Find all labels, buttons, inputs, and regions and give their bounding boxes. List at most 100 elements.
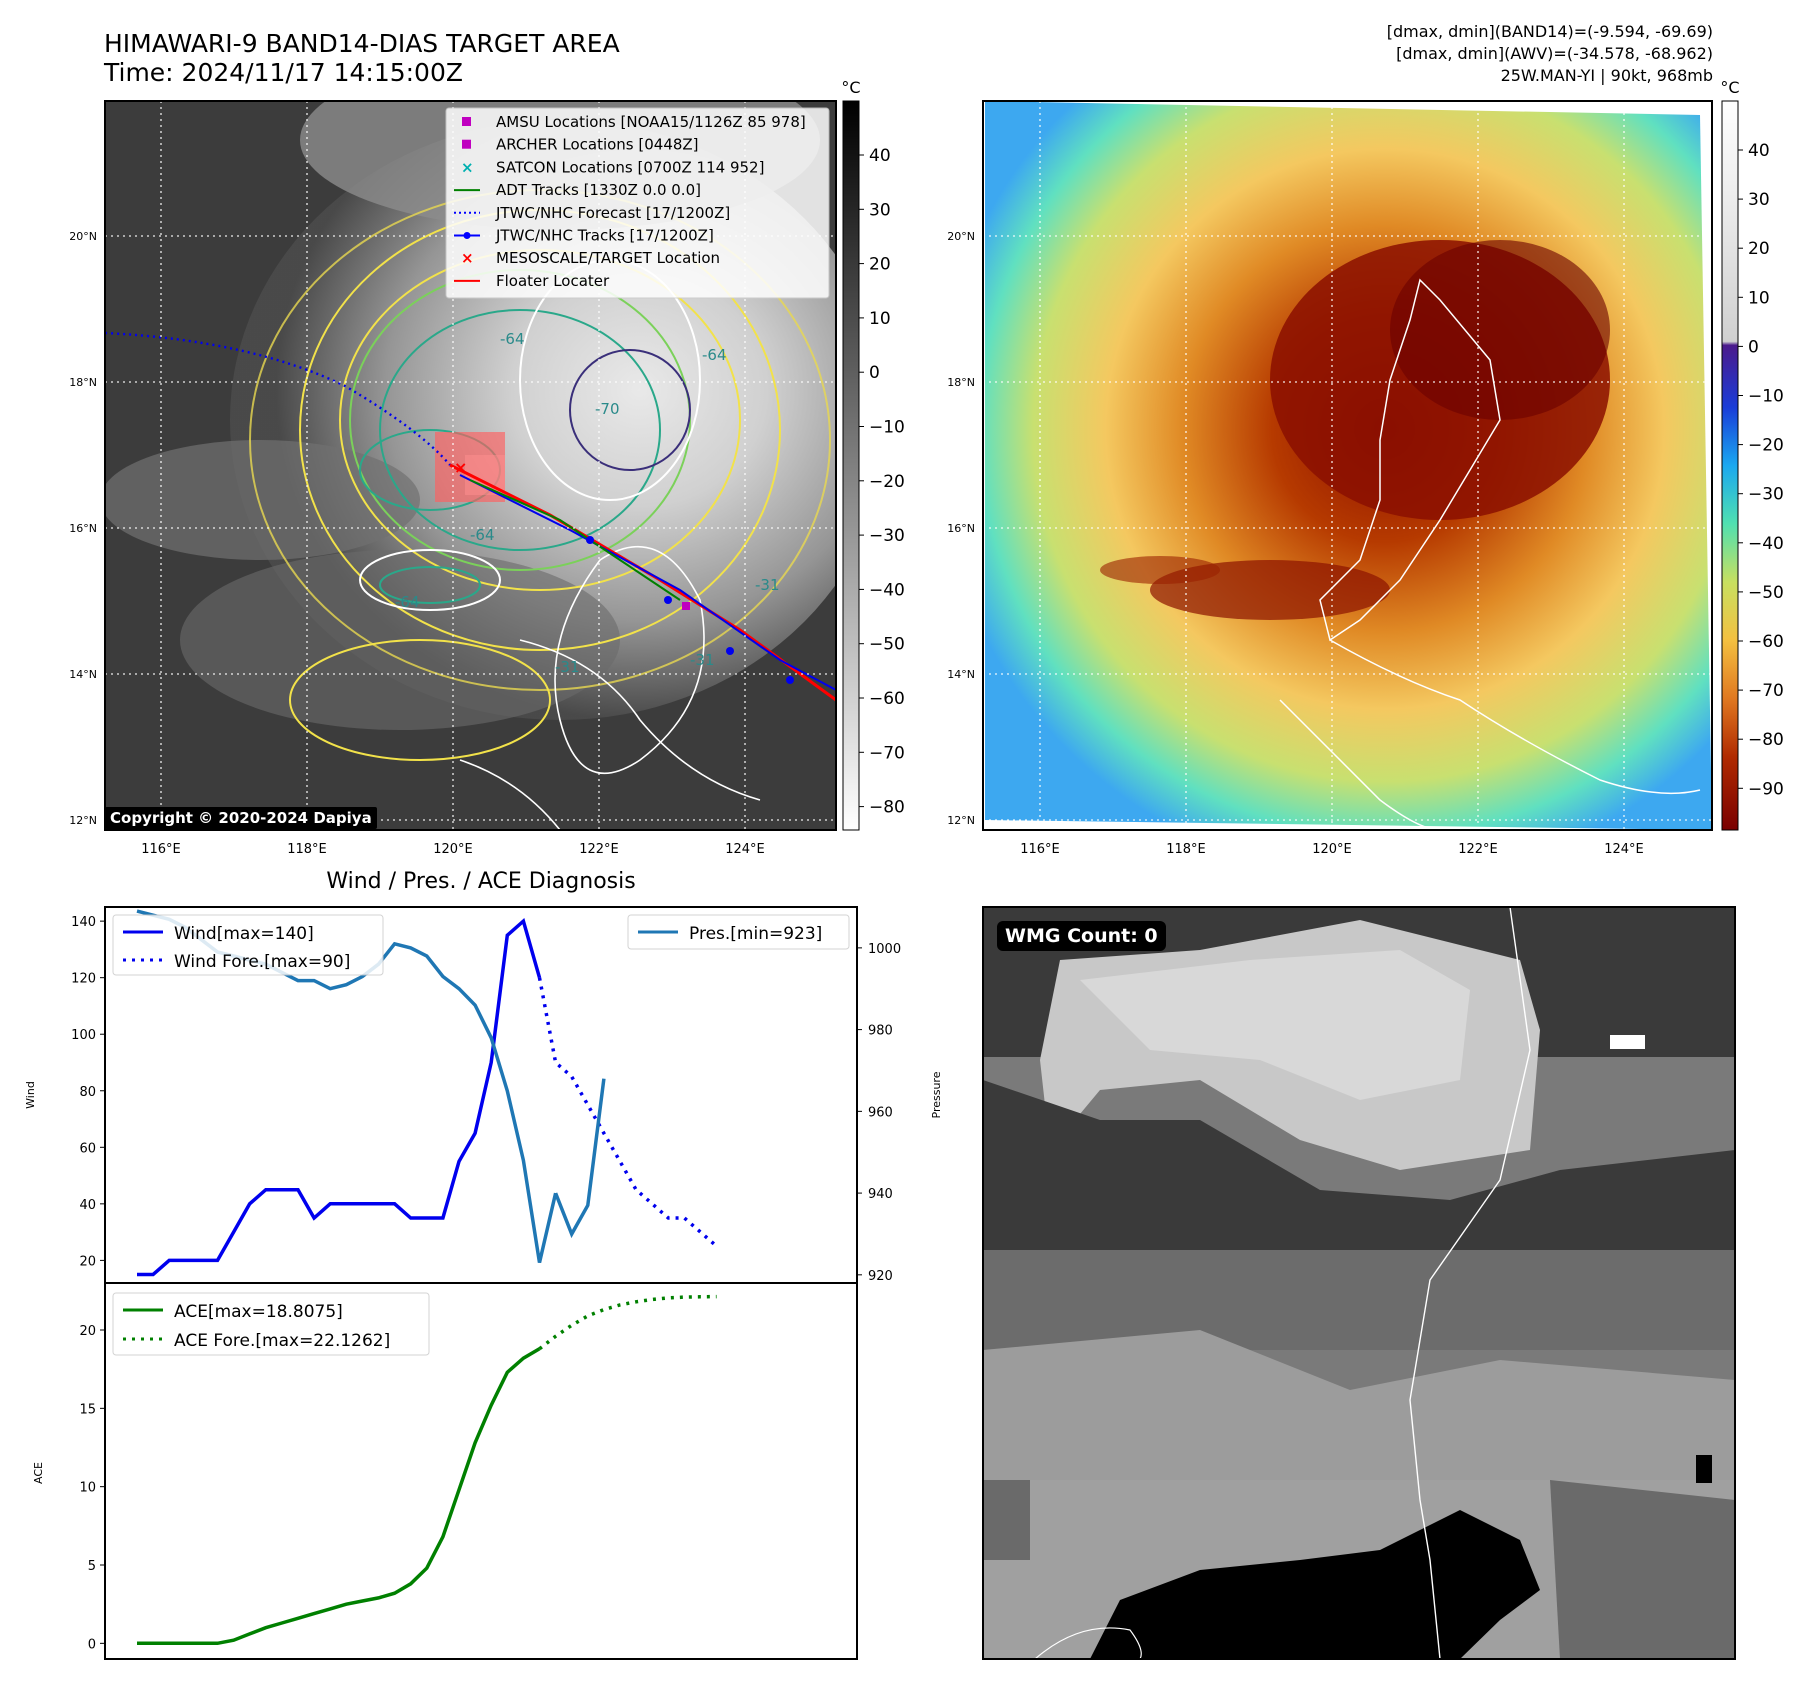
ace-series-line bbox=[538, 1294, 717, 1351]
lat-label-left: 20°N bbox=[69, 230, 97, 243]
lon-label-left: 124°E bbox=[725, 842, 765, 857]
map-legend-item: JTWC/NHC Forecast [17/1200Z] bbox=[454, 204, 730, 222]
pressure-tick-label: 1000 bbox=[868, 942, 901, 957]
colorbar-tick-label: −80 bbox=[1748, 730, 1784, 750]
awv-map bbox=[982, 100, 1713, 831]
colorbar-tick-label: 30 bbox=[869, 200, 891, 220]
legend-ace-fore: ACE Fore.[max=22.1262] bbox=[174, 1331, 390, 1351]
contour-label: -64 bbox=[470, 526, 495, 544]
legend-wind: Wind[max=140] bbox=[174, 924, 314, 944]
ace-tick-label: 0 bbox=[88, 1637, 96, 1652]
svg-text:×: × bbox=[454, 458, 467, 477]
series-line bbox=[137, 917, 542, 1277]
map-legend-item: ADT Tracks [1330Z 0.0 0.0] bbox=[454, 181, 701, 199]
wind-tick-label: 100 bbox=[71, 1028, 96, 1043]
lon-label-right: 122°E bbox=[1458, 842, 1498, 857]
colorbar-tick-label: −60 bbox=[869, 689, 905, 709]
map-legend-label: ARCHER Locations [0448Z] bbox=[496, 136, 699, 154]
colorbar-tick-label: −20 bbox=[1748, 436, 1784, 456]
lat-label-left: 14°N bbox=[69, 668, 97, 681]
pres-legend: Pres.[min=923] bbox=[627, 914, 850, 950]
series-line bbox=[553, 1078, 606, 1239]
colorbar-tick-label: 30 bbox=[1748, 190, 1770, 210]
colorbar-tick-label: −40 bbox=[1748, 534, 1784, 554]
colorbar-tick-label: 10 bbox=[1748, 288, 1770, 308]
pressure-tick-label: 920 bbox=[868, 1269, 893, 1284]
map-legend-label: ADT Tracks [1330Z 0.0 0.0] bbox=[496, 181, 701, 199]
map-legend: AMSU Locations [NOAA15/1126Z 85 978] ARCH… bbox=[445, 107, 830, 299]
pressure-tick-label: 940 bbox=[868, 1187, 893, 1202]
map-legend-label: MESOSCALE/TARGET Location bbox=[496, 249, 720, 267]
map-legend-item: × SATCON Locations [0700Z 114 952] bbox=[461, 158, 764, 176]
map-legend-item: Floater Locater bbox=[454, 272, 610, 290]
colorbar-tick-label: 10 bbox=[869, 309, 891, 329]
info-band14: [dmax, dmin](BAND14)=(-9.594, -69.69) bbox=[1387, 22, 1713, 41]
contour-label: -64 bbox=[395, 593, 420, 611]
wind-tick-label: 40 bbox=[79, 1198, 96, 1213]
map-legend-item: JTWC/NHC Tracks [17/1200Z] bbox=[454, 227, 714, 245]
contour-label: -31 bbox=[690, 651, 715, 669]
wmg-count-badge: WMG Count: 0 bbox=[997, 921, 1166, 951]
wind-tick-label: 60 bbox=[79, 1141, 96, 1156]
pressure-tick-label: 960 bbox=[868, 1105, 893, 1120]
lon-label-left: 118°E bbox=[287, 842, 327, 857]
colorbar-tick-label: 20 bbox=[869, 255, 891, 275]
map-legend-label: JTWC/NHC Forecast [17/1200Z] bbox=[495, 204, 730, 222]
map-legend-label: Floater Locater bbox=[496, 272, 610, 290]
ace-legend: ACE[max=18.8075] ACE Fore.[max=22.1262] bbox=[112, 1292, 430, 1356]
figure-time: Time: 2024/11/17 14:15:00Z bbox=[103, 58, 463, 87]
colorbar-tick-label: −90 bbox=[1748, 779, 1784, 799]
diagnosis-title: Wind / Pres. / ACE Diagnosis bbox=[326, 869, 635, 894]
colorbar-tick-label: −60 bbox=[1748, 632, 1784, 652]
colorbar-tick-label: −70 bbox=[1748, 681, 1784, 701]
contour-label: -64 bbox=[702, 346, 727, 364]
ace-series-line bbox=[137, 1347, 541, 1646]
lon-label-right: 124°E bbox=[1604, 842, 1644, 857]
lat-label-left: 16°N bbox=[69, 522, 97, 535]
lat-label-right: 14°N bbox=[947, 668, 975, 681]
map-legend-label: AMSU Locations [NOAA15/1126Z 85 978] bbox=[496, 113, 806, 131]
colorbar-tick-label: −30 bbox=[869, 526, 905, 546]
wind-tick-label: 80 bbox=[79, 1085, 96, 1100]
colorbar-unit-right: °C bbox=[1720, 78, 1739, 97]
svg-text:×: × bbox=[461, 158, 474, 176]
map-legend-label: JTWC/NHC Tracks [17/1200Z] bbox=[495, 227, 714, 245]
contour-label: -31 bbox=[755, 576, 780, 594]
colorbar-tick-label: 0 bbox=[1748, 337, 1759, 357]
lat-label-right: 16°N bbox=[947, 522, 975, 535]
colorbar-tick-label: 40 bbox=[869, 146, 891, 166]
ace-tick-label: 5 bbox=[88, 1559, 96, 1574]
lon-label-left: 116°E bbox=[141, 842, 181, 857]
lon-label-left: 122°E bbox=[579, 842, 619, 857]
lat-label-left: 18°N bbox=[69, 376, 97, 389]
colorbar-tick-label: −50 bbox=[869, 635, 905, 655]
pressure-tick-label: 980 bbox=[868, 1024, 893, 1039]
map-legend-label: SATCON Locations [0700Z 114 952] bbox=[496, 158, 764, 176]
svg-text:×: × bbox=[461, 249, 474, 267]
lat-label-left: 12°N bbox=[69, 814, 97, 827]
colorbar-tick-label: −80 bbox=[869, 798, 905, 818]
colorbar-tick-label: 20 bbox=[1748, 239, 1770, 259]
lon-label-right: 118°E bbox=[1166, 842, 1206, 857]
legend-pres: Pres.[min=923] bbox=[689, 924, 822, 944]
legend-wind-fore: Wind Fore.[max=90] bbox=[174, 952, 350, 972]
colorbar-tick-label: −40 bbox=[869, 580, 905, 600]
band14-colorbar: °C 40 30 20 10 0 −10 −20 −30 −40 −50 −60 −70 −80 bbox=[841, 78, 905, 831]
wind-tick-label: 120 bbox=[71, 972, 96, 987]
pressure-axis-label: Pressure bbox=[930, 1071, 943, 1118]
lon-label-right: 116°E bbox=[1020, 842, 1060, 857]
wind-legend: Wind[max=140] Wind Fore.[max=90] bbox=[112, 914, 384, 976]
lat-label-right: 12°N bbox=[947, 814, 975, 827]
ace-tick-label: 20 bbox=[79, 1324, 96, 1339]
ace-tick-label: 10 bbox=[79, 1481, 96, 1496]
contour-label: -70 bbox=[595, 400, 620, 418]
lat-label-right: 20°N bbox=[947, 230, 975, 243]
colorbar-tick-label: −10 bbox=[869, 418, 905, 438]
contour-label: -31 bbox=[555, 658, 580, 676]
map-legend-item: ARCHER Locations [0448Z] bbox=[462, 136, 699, 154]
map-legend-item: AMSU Locations [NOAA15/1126Z 85 978] bbox=[462, 113, 806, 131]
contour-label: -64 bbox=[500, 330, 525, 348]
lon-label-right: 120°E bbox=[1312, 842, 1352, 857]
copyright-badge: Copyright © 2020-2024 Dapiya bbox=[105, 807, 377, 829]
